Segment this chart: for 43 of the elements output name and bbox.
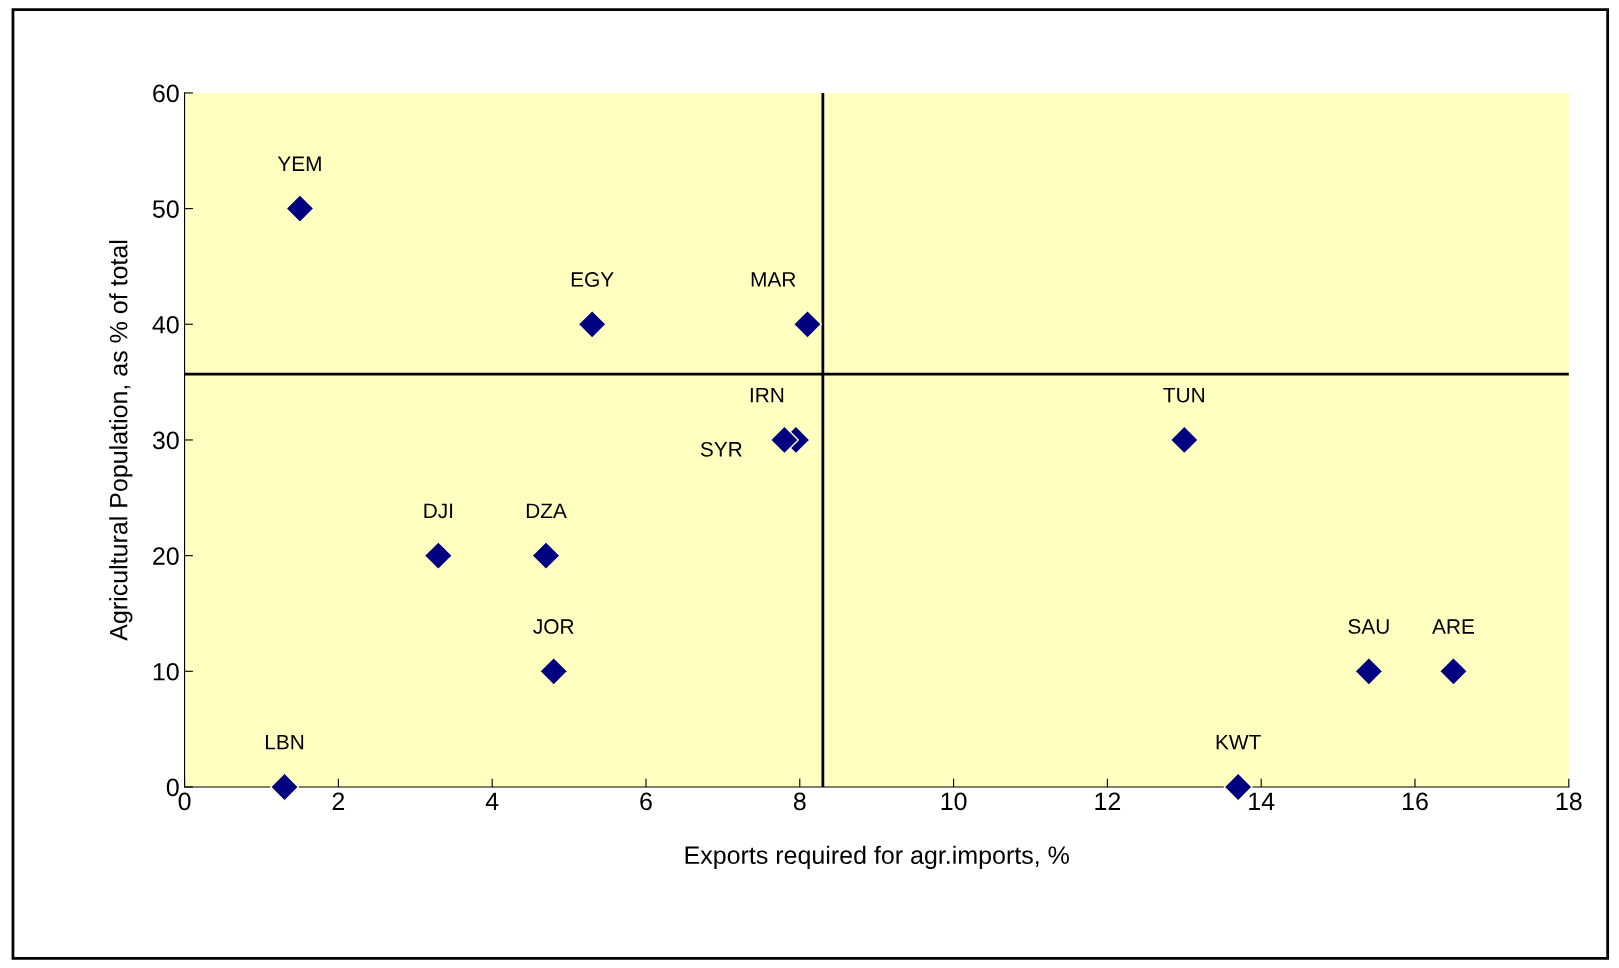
- x-axis-title: Exports required for agr.imports, %: [685, 845, 1069, 870]
- x-tick-label: 0: [178, 792, 191, 811]
- point: [1169, 425, 1199, 455]
- x-tick-label: 2: [332, 792, 345, 810]
- point: [423, 541, 453, 571]
- y-tick-label: 30: [152, 431, 179, 450]
- y-tick-label: 60: [153, 84, 179, 103]
- point: [285, 194, 315, 224]
- y-tick-label: 0: [166, 778, 179, 797]
- y-tick-label: 40: [152, 315, 179, 334]
- annotation: YEM: [277, 156, 321, 171]
- x-tick-label: 4: [485, 792, 499, 810]
- y-tick-label: 50: [152, 200, 179, 218]
- x-tick-label: 18: [1556, 792, 1582, 811]
- x-tick-label: 8: [793, 792, 806, 811]
- y-axis-title: Agricultural Population, as % of total: [109, 240, 133, 641]
- point: [769, 425, 799, 455]
- x-tick-label: 12: [1095, 792, 1121, 810]
- annotation: SYR: [700, 441, 742, 457]
- annotation: DZA: [526, 503, 567, 518]
- annotation: KWT: [1216, 735, 1261, 750]
- point: [531, 541, 561, 571]
- point: [269, 772, 300, 802]
- annotation: LBN: [265, 735, 304, 750]
- annotation: MAR: [751, 272, 796, 287]
- annotation: JOR: [533, 619, 574, 634]
- point: [539, 656, 569, 686]
- x-tick-label: 10: [941, 792, 967, 811]
- annotation: TUN: [1163, 387, 1205, 403]
- point: [577, 309, 607, 339]
- annotation: IRN: [750, 387, 784, 403]
- point: [792, 309, 823, 339]
- annotation: SAU: [1348, 619, 1389, 634]
- x-tick-label: 6: [640, 792, 652, 811]
- annotation: ARE: [1432, 619, 1474, 634]
- point: [1438, 656, 1469, 686]
- x-tick-label: 14: [1249, 792, 1275, 810]
- y-tick-label: 10: [153, 662, 179, 681]
- annotation: DJI: [424, 503, 453, 519]
- x-tick-label: 16: [1403, 792, 1428, 811]
- annotation: EGY: [571, 272, 614, 287]
- y-tick-label: 20: [153, 547, 179, 565]
- point: [1354, 656, 1384, 686]
